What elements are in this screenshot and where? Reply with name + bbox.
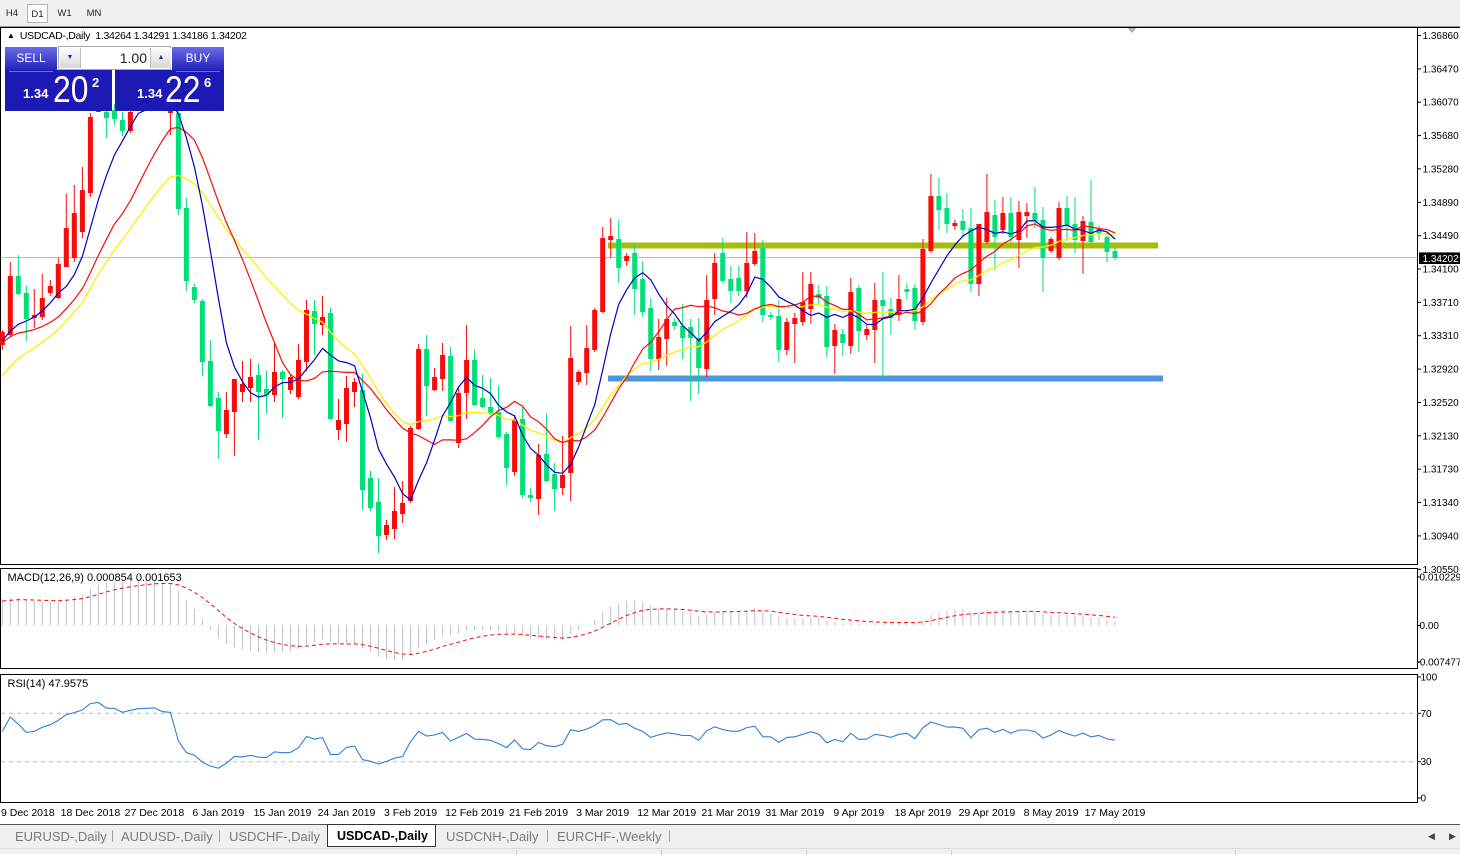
- svg-text:3 Mar 2019: 3 Mar 2019: [576, 807, 629, 819]
- svg-text:1.30940: 1.30940: [1423, 531, 1460, 542]
- svg-text:31 Mar 2019: 31 Mar 2019: [765, 807, 824, 819]
- svg-text:8 May 2019: 8 May 2019: [1024, 807, 1079, 819]
- svg-text:1.34100: 1.34100: [1423, 265, 1460, 276]
- svg-text:100: 100: [1421, 673, 1438, 684]
- svg-text:21 Feb 2019: 21 Feb 2019: [509, 807, 568, 819]
- svg-text:1.32920: 1.32920: [1423, 365, 1460, 376]
- svg-text:27 Dec 2018: 27 Dec 2018: [125, 807, 185, 819]
- svg-text:1.31730: 1.31730: [1423, 465, 1460, 476]
- svg-text:12 Mar 2019: 12 Mar 2019: [637, 807, 696, 819]
- svg-text:70: 70: [1421, 709, 1433, 720]
- svg-text:6 Jan 2019: 6 Jan 2019: [192, 807, 244, 819]
- svg-text:24 Jan 2019: 24 Jan 2019: [318, 807, 376, 819]
- svg-text:RSI(14) 47.9575: RSI(14) 47.9575: [8, 678, 89, 690]
- svg-text:17 May 2019: 17 May 2019: [1085, 807, 1146, 819]
- svg-text:9 Apr 2019: 9 Apr 2019: [833, 807, 884, 819]
- svg-text:12 Feb 2019: 12 Feb 2019: [445, 807, 504, 819]
- svg-text:1.32130: 1.32130: [1423, 431, 1460, 442]
- svg-text:18 Apr 2019: 18 Apr 2019: [895, 807, 952, 819]
- svg-text:3 Feb 2019: 3 Feb 2019: [384, 807, 437, 819]
- svg-text:1.33710: 1.33710: [1423, 298, 1460, 309]
- svg-text:-0.007477: -0.007477: [1417, 657, 1460, 668]
- svg-text:1.34490: 1.34490: [1423, 231, 1460, 242]
- svg-text:1.35680: 1.35680: [1423, 131, 1460, 142]
- svg-text:0: 0: [1421, 794, 1427, 805]
- svg-text:9 Dec 2018: 9 Dec 2018: [1, 807, 55, 819]
- svg-text:1.36070: 1.36070: [1423, 98, 1460, 109]
- svg-text:1.34202: 1.34202: [1423, 254, 1460, 265]
- svg-text:21 Mar 2019: 21 Mar 2019: [701, 807, 760, 819]
- svg-text:1.36470: 1.36470: [1423, 64, 1460, 75]
- svg-text:0.00: 0.00: [1420, 621, 1440, 632]
- svg-text:1.33310: 1.33310: [1423, 331, 1460, 342]
- svg-text:1.35280: 1.35280: [1423, 164, 1460, 175]
- svg-text:0.010229: 0.010229: [1420, 573, 1460, 584]
- svg-text:29 Apr 2019: 29 Apr 2019: [959, 807, 1016, 819]
- svg-text:1.34890: 1.34890: [1423, 198, 1460, 209]
- svg-text:1.31340: 1.31340: [1423, 498, 1460, 509]
- svg-text:1.32520: 1.32520: [1423, 398, 1460, 409]
- svg-text:1.36860: 1.36860: [1423, 31, 1460, 42]
- svg-text:15 Jan 2019: 15 Jan 2019: [254, 807, 312, 819]
- svg-text:MACD(12,26,9) 0.000854 0.00165: MACD(12,26,9) 0.000854 0.001653: [8, 572, 182, 584]
- svg-text:30: 30: [1421, 757, 1433, 768]
- svg-text:18 Dec 2018: 18 Dec 2018: [61, 807, 121, 819]
